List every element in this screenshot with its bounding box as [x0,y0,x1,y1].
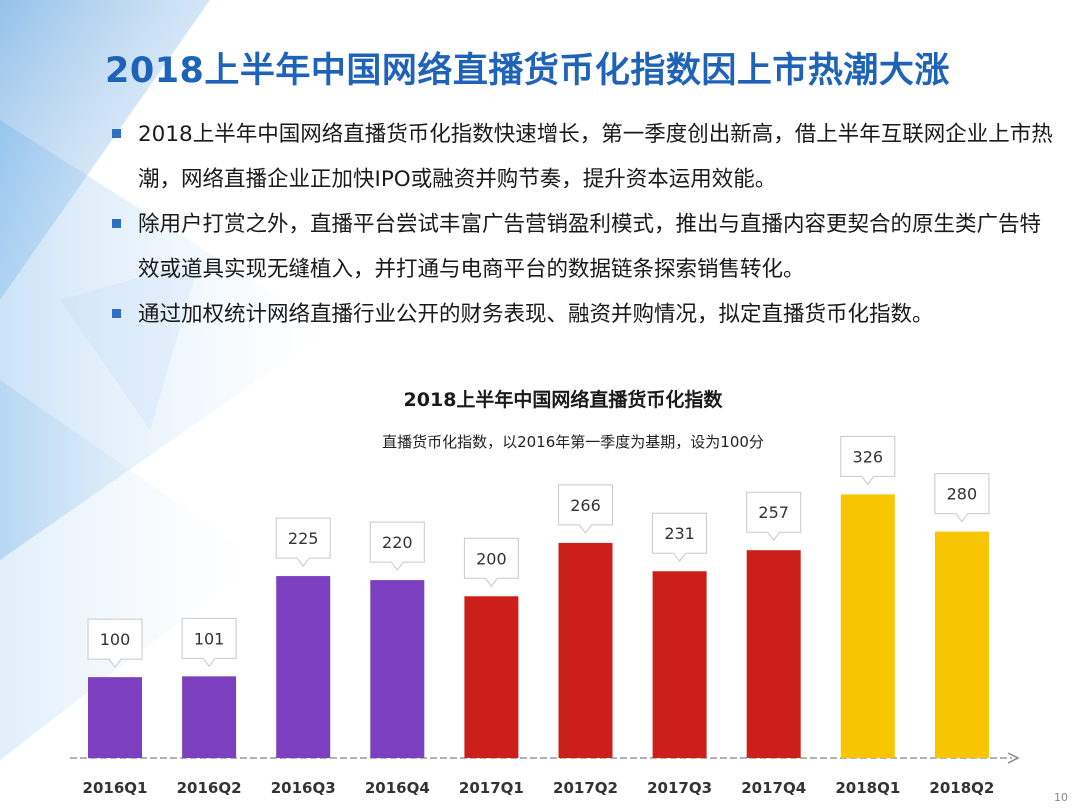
bullet-list: 2018上半年中国网络直播货币化指数快速增长，第一季度创出新高，借上半年互联网企… [112,112,1062,337]
bar [182,676,237,758]
bullet-item: 通过加权统计网络直播行业公开的财务表现、融资并购情况，拟定直播货币化指数。 [112,292,1062,337]
data-label-callout [840,435,896,486]
bar [652,571,707,758]
bullet-item: 2018上半年中国网络直播货币化指数快速增长，第一季度创出新高，借上半年互联网企… [112,112,1062,202]
bar [558,542,613,758]
bullet-marker [112,219,121,228]
data-label-callout [746,491,802,542]
data-label-callout [558,484,613,534]
x-tick-label: 2018Q2 [929,779,994,797]
data-label-callout [87,618,143,668]
data-label: 101 [194,629,225,648]
x-tick-label: 2016Q2 [177,779,242,797]
data-label-callout [934,473,990,523]
data-label-callout [463,537,519,588]
bullet-text: 除用户打赏之外，直播平台尝试丰富广告营销盈利模式，推出与直播内容更契合的原生类广… [138,212,1042,282]
bar [88,677,142,758]
bullet-text: 2018上半年中国网络直播货币化指数快速增长，第一季度创出新高，借上半年互联网企… [138,122,1053,192]
x-tick-label: 2017Q2 [553,779,618,797]
x-tick-label: 2017Q4 [741,779,806,797]
bar [840,494,895,758]
x-tick-label: 2016Q1 [83,779,148,797]
x-tick-label: 2016Q3 [271,779,336,797]
data-label-callout [652,512,708,563]
bar [746,550,801,758]
page-title: 2018上半年中国网络直播货币化指数因上市热潮大涨 [105,51,950,91]
data-label: 225 [288,529,319,548]
bar [370,580,425,758]
page-number: 10 [1054,791,1068,804]
bullet-text: 通过加权统计网络直播行业公开的财务表现、融资并购情况，拟定直播货币化指数。 [138,302,934,327]
data-label: 100 [100,630,131,649]
data-label: 280 [947,485,978,504]
bar [934,531,989,758]
bullet-marker [112,309,121,318]
x-tick-label: 2016Q4 [365,779,430,797]
data-label-callout [181,617,237,668]
data-label: 200 [476,549,507,568]
chart-subtitle: 直播货币化指数，以2016年第一季度为基期，设为100分 [382,433,764,451]
data-label-callout [369,521,425,571]
bullet-item: 除用户打赏之外，直播平台尝试丰富广告营销盈利模式，推出与直播内容更契合的原生类广… [112,202,1062,292]
chart-title: 2018上半年中国网络直播货币化指数 [403,389,723,411]
data-label: 326 [853,447,884,466]
bar [276,576,331,758]
bullet-marker [112,129,121,138]
data-label: 231 [664,524,695,543]
x-tick-label: 2017Q1 [459,779,524,797]
data-label-callout [275,517,331,567]
bar [464,596,519,758]
data-label: 257 [758,503,789,522]
data-label: 266 [570,496,601,515]
x-tick-label: 2018Q1 [835,779,900,797]
x-tick-label: 2017Q3 [647,779,712,797]
data-label: 220 [382,533,413,552]
x-axis-arrow [1007,752,1020,764]
